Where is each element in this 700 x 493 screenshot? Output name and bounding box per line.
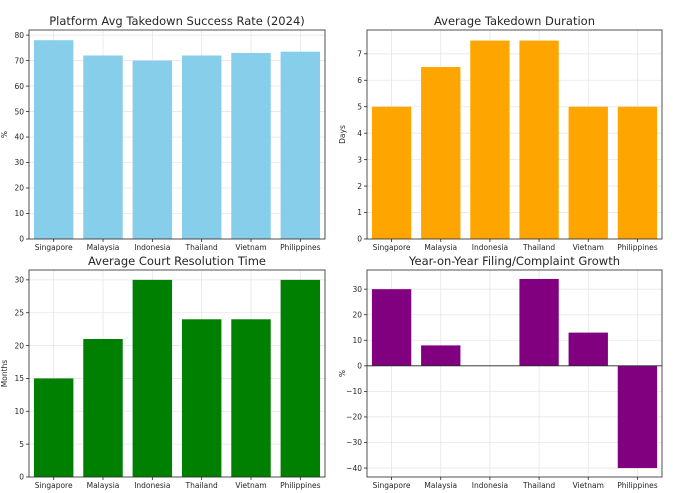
x-tick-label: Indonesia xyxy=(134,481,170,490)
x-tick-label: Philippines xyxy=(617,243,658,252)
chart-panel-3: 0 5 10 15 20 25 30 Singapore Malaysia Indonesia Th… xyxy=(0,254,326,490)
y-axis-label: Months xyxy=(0,360,9,388)
x-tick-label: Philippines xyxy=(280,243,321,252)
bar-philippines xyxy=(617,106,658,239)
y-tick-label: −30 xyxy=(346,438,362,447)
x-tick-label: Vietnam xyxy=(573,243,604,252)
y-tick-label: 0 xyxy=(19,235,24,244)
bar-malaysia xyxy=(421,345,461,366)
y-tick-label: 80 xyxy=(14,31,24,40)
bar-philippines xyxy=(280,279,321,477)
axes-frame xyxy=(366,269,663,478)
y-tick-label: 70 xyxy=(14,56,24,65)
y-tick-label: 10 xyxy=(14,209,24,218)
y-tick-label: 0 xyxy=(19,473,24,482)
y-tick-label: 40 xyxy=(14,133,24,142)
x-tick-label: Malaysia xyxy=(87,481,120,490)
chart-title: Platform Avg Takedown Success Rate (2024… xyxy=(49,14,305,28)
x-tick-label: Thailand xyxy=(522,481,555,490)
bar-vietnam xyxy=(568,106,608,239)
chart-panel-1: 0 10 20 30 40 50 60 70 80 Singapore Malaysia Indone… xyxy=(0,14,326,252)
bar-vietnam xyxy=(231,319,271,477)
chart-title: Average Court Resolution Time xyxy=(88,254,266,268)
y-tick-label: 7 xyxy=(357,50,362,59)
y-tick-label: 6 xyxy=(357,76,362,85)
y-tick-label: 30 xyxy=(14,158,24,167)
y-tick-label: 20 xyxy=(14,184,24,193)
x-tick-label: Thailand xyxy=(522,243,555,252)
y-tick-label: 0 xyxy=(357,235,362,244)
chart-panel-4: −40 −30 −20 −10 0 10 20 30 Singapore Malaysia Indo… xyxy=(338,254,663,490)
y-axis-label: % xyxy=(338,370,347,377)
y-tick-label: 1 xyxy=(357,208,362,217)
chart-panel-2: 0 1 2 3 4 5 6 7 Singapore Malaysia Indonesia Thaila… xyxy=(338,14,663,252)
bar-singapore xyxy=(371,106,412,239)
bar-singapore xyxy=(371,289,412,366)
bar-vietnam xyxy=(568,332,608,366)
bar-singapore xyxy=(33,40,74,239)
x-tick-label: Indonesia xyxy=(472,243,508,252)
x-tick-label: Vietnam xyxy=(573,481,604,490)
bar-thailand xyxy=(181,55,222,239)
y-tick-label: 3 xyxy=(357,155,362,164)
y-tick-label: 60 xyxy=(14,82,24,91)
chart-title: Average Takedown Duration xyxy=(434,14,595,28)
x-tick-label: Vietnam xyxy=(235,481,266,490)
y-tick-label: 10 xyxy=(14,407,24,416)
y-axis-label: % xyxy=(0,131,9,138)
y-tick-label: 5 xyxy=(357,102,362,111)
axes-frame xyxy=(28,29,326,240)
y-tick-label: 4 xyxy=(357,129,362,138)
y-tick-label: −20 xyxy=(346,413,362,422)
x-tick-label: Philippines xyxy=(617,481,658,490)
bar-thailand xyxy=(519,40,559,240)
bar-malaysia xyxy=(421,67,461,240)
x-tick-label: Singapore xyxy=(35,243,73,252)
y-tick-label: 25 xyxy=(14,308,24,317)
x-tick-label: Malaysia xyxy=(424,243,457,252)
x-tick-label: Vietnam xyxy=(235,243,266,252)
x-tick-label: Indonesia xyxy=(134,243,170,252)
bar-malaysia xyxy=(83,339,123,477)
bar-thailand xyxy=(181,319,222,477)
y-tick-label: 15 xyxy=(14,374,24,383)
y-tick-label: 5 xyxy=(19,440,24,449)
y-tick-label: 30 xyxy=(352,285,362,294)
x-tick-label: Philippines xyxy=(280,481,321,490)
axes-frame xyxy=(366,29,663,240)
y-tick-label: 20 xyxy=(14,341,24,350)
bar-singapore xyxy=(33,378,74,477)
x-tick-label: Singapore xyxy=(35,481,73,490)
x-tick-label: Malaysia xyxy=(424,481,457,490)
y-tick-label: −10 xyxy=(346,387,362,396)
bar-philippines xyxy=(280,51,321,239)
x-tick-label: Singapore xyxy=(373,481,411,490)
y-tick-label: 10 xyxy=(352,336,362,345)
y-tick-label: 50 xyxy=(14,107,24,116)
y-tick-label: −40 xyxy=(346,464,362,473)
bar-indonesia xyxy=(470,40,510,240)
bar-indonesia xyxy=(132,279,173,477)
bar-thailand xyxy=(519,278,559,366)
x-tick-label: Singapore xyxy=(373,243,411,252)
bar-malaysia xyxy=(83,55,123,239)
axes-frame xyxy=(28,269,326,478)
chart-title: Year-on-Year Filing/Complaint Growth xyxy=(408,254,620,268)
bar-philippines xyxy=(617,365,658,469)
x-tick-label: Thailand xyxy=(185,243,218,252)
y-axis-label: Days xyxy=(338,125,347,144)
x-tick-label: Indonesia xyxy=(472,481,508,490)
y-tick-label: 0 xyxy=(357,362,362,371)
bar-vietnam xyxy=(231,52,271,239)
x-tick-label: Thailand xyxy=(185,481,218,490)
x-tick-label: Malaysia xyxy=(87,243,120,252)
y-tick-label: 30 xyxy=(14,276,24,285)
bar-indonesia xyxy=(132,60,173,240)
y-tick-label: 20 xyxy=(352,310,362,319)
y-tick-label: 2 xyxy=(357,182,362,191)
